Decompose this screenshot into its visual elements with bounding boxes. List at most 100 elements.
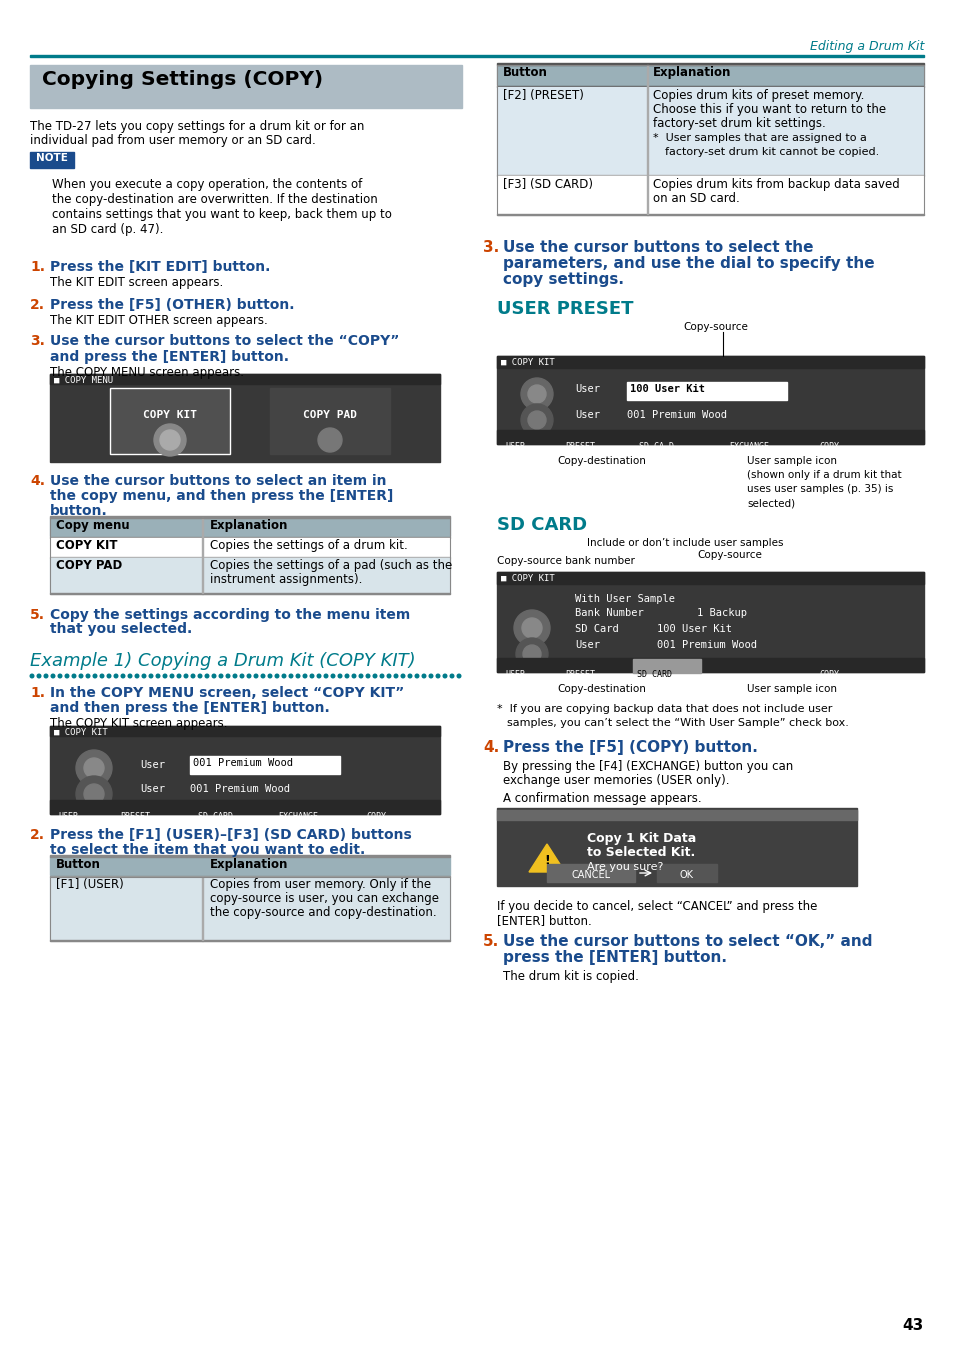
Text: In the COPY MENU screen, select “COPY KIT”: In the COPY MENU screen, select “COPY KI… bbox=[50, 686, 404, 700]
Bar bbox=[50, 373, 439, 384]
Text: the copy-source and copy-destination.: the copy-source and copy-destination. bbox=[210, 906, 436, 919]
Circle shape bbox=[107, 674, 111, 678]
Circle shape bbox=[253, 674, 257, 678]
Circle shape bbox=[37, 674, 41, 678]
Text: User sample icon: User sample icon bbox=[746, 456, 836, 466]
Bar bbox=[202, 518, 203, 594]
Text: User sample icon: User sample icon bbox=[746, 683, 836, 694]
Text: When you execute a copy operation, the contents of: When you execute a copy operation, the c… bbox=[52, 178, 362, 191]
Bar bbox=[50, 855, 450, 857]
Text: individual pad from user memory or an SD card.: individual pad from user memory or an SD… bbox=[30, 133, 315, 147]
Text: With User Sample: With User Sample bbox=[575, 594, 675, 604]
Text: Copy-source: Copy-source bbox=[682, 322, 747, 332]
Text: Copies the settings of a drum kit.: Copies the settings of a drum kit. bbox=[210, 539, 407, 551]
Text: 1.: 1. bbox=[30, 260, 45, 274]
Text: 1.: 1. bbox=[30, 686, 45, 700]
Bar bbox=[497, 810, 856, 820]
Text: The TD-27 lets you copy settings for a drum kit or for an: The TD-27 lets you copy settings for a d… bbox=[30, 120, 364, 133]
Text: The COPY MENU screen appears.: The COPY MENU screen appears. bbox=[50, 367, 244, 379]
Text: 2.: 2. bbox=[30, 298, 45, 311]
Text: *  If you are copying backup data that does not include user: * If you are copying backup data that do… bbox=[497, 704, 832, 714]
Circle shape bbox=[65, 674, 69, 678]
Text: SD CA D: SD CA D bbox=[639, 442, 673, 452]
Text: Copy the settings according to the menu item: Copy the settings according to the menu … bbox=[50, 608, 410, 621]
Text: 001 Premium Wood: 001 Premium Wood bbox=[626, 410, 726, 421]
Text: 4.: 4. bbox=[30, 474, 45, 488]
Text: User: User bbox=[575, 640, 599, 650]
Bar bbox=[497, 807, 856, 886]
Text: Press the [F5] (COPY) button.: Press the [F5] (COPY) button. bbox=[502, 740, 757, 755]
Circle shape bbox=[76, 749, 112, 786]
Text: 3.: 3. bbox=[482, 240, 498, 255]
Text: COPY KIT: COPY KIT bbox=[143, 410, 196, 421]
Circle shape bbox=[44, 674, 48, 678]
Circle shape bbox=[76, 776, 112, 811]
Bar bbox=[497, 85, 923, 88]
Text: Button: Button bbox=[502, 66, 547, 80]
Text: SD Card: SD Card bbox=[575, 624, 618, 634]
Text: Explanation: Explanation bbox=[210, 519, 288, 532]
Bar bbox=[497, 174, 923, 177]
Circle shape bbox=[156, 674, 160, 678]
Text: SD CARD: SD CARD bbox=[198, 811, 233, 821]
Text: 2.: 2. bbox=[30, 828, 45, 842]
Text: Copies the settings of a pad (such as the: Copies the settings of a pad (such as th… bbox=[210, 559, 452, 572]
Text: 5.: 5. bbox=[482, 934, 498, 949]
Text: User: User bbox=[140, 785, 165, 794]
Circle shape bbox=[282, 674, 286, 678]
Text: USER: USER bbox=[504, 670, 524, 679]
Text: 43: 43 bbox=[902, 1318, 923, 1333]
Circle shape bbox=[415, 674, 418, 678]
Circle shape bbox=[331, 674, 335, 678]
Text: Explanation: Explanation bbox=[652, 66, 731, 80]
Text: NOTE: NOTE bbox=[36, 154, 68, 163]
Circle shape bbox=[79, 674, 83, 678]
Text: The COPY KIT screen appears.: The COPY KIT screen appears. bbox=[50, 717, 227, 731]
Text: EXCHANGE: EXCHANGE bbox=[728, 442, 768, 452]
Circle shape bbox=[170, 674, 173, 678]
Bar bbox=[190, 756, 339, 774]
Bar bbox=[497, 63, 923, 65]
Text: 001 Premium Wood: 001 Premium Wood bbox=[193, 758, 293, 768]
Text: User: User bbox=[575, 410, 599, 421]
Text: COPY: COPY bbox=[818, 442, 838, 452]
Bar bbox=[497, 356, 923, 443]
Text: [F1] (USER): [F1] (USER) bbox=[56, 878, 124, 891]
Circle shape bbox=[142, 674, 146, 678]
Circle shape bbox=[373, 674, 376, 678]
Bar bbox=[50, 727, 439, 814]
Text: uses user samples (p. 35) is: uses user samples (p. 35) is bbox=[746, 484, 892, 493]
Bar bbox=[50, 799, 439, 814]
Text: contains settings that you want to keep, back them up to: contains settings that you want to keep,… bbox=[52, 208, 392, 221]
Circle shape bbox=[212, 674, 215, 678]
Text: Are you sure?: Are you sure? bbox=[586, 861, 662, 872]
Bar bbox=[497, 65, 923, 85]
Text: SD CARD: SD CARD bbox=[497, 516, 586, 534]
Circle shape bbox=[51, 674, 54, 678]
Text: PRESET: PRESET bbox=[120, 811, 150, 821]
Circle shape bbox=[310, 674, 314, 678]
Text: Copies drum kits from backup data saved: Copies drum kits from backup data saved bbox=[652, 178, 899, 191]
Circle shape bbox=[316, 674, 320, 678]
Circle shape bbox=[514, 611, 550, 646]
Circle shape bbox=[72, 674, 75, 678]
Bar bbox=[50, 537, 450, 538]
Text: (shown only if a drum kit that: (shown only if a drum kit that bbox=[746, 470, 901, 480]
Text: Press the [F1] (USER)–[F3] (SD CARD) buttons: Press the [F1] (USER)–[F3] (SD CARD) but… bbox=[50, 828, 412, 842]
Circle shape bbox=[443, 674, 446, 678]
Text: USER: USER bbox=[504, 442, 524, 452]
Text: that you selected.: that you selected. bbox=[50, 621, 193, 636]
Text: Example 1) Copying a Drum Kit (COPY KIT): Example 1) Copying a Drum Kit (COPY KIT) bbox=[30, 652, 416, 670]
Text: copy settings.: copy settings. bbox=[502, 272, 623, 287]
Bar bbox=[50, 518, 450, 594]
Bar bbox=[30, 65, 461, 108]
Text: User: User bbox=[575, 384, 599, 394]
Circle shape bbox=[520, 404, 553, 435]
Circle shape bbox=[436, 674, 439, 678]
Bar bbox=[50, 518, 450, 537]
Circle shape bbox=[86, 674, 90, 678]
Text: exchange user memories (USER only).: exchange user memories (USER only). bbox=[502, 774, 729, 787]
Text: and then press the [ENTER] button.: and then press the [ENTER] button. bbox=[50, 701, 330, 714]
Text: 100 User Kit: 100 User Kit bbox=[657, 624, 731, 634]
Text: button.: button. bbox=[50, 504, 108, 518]
